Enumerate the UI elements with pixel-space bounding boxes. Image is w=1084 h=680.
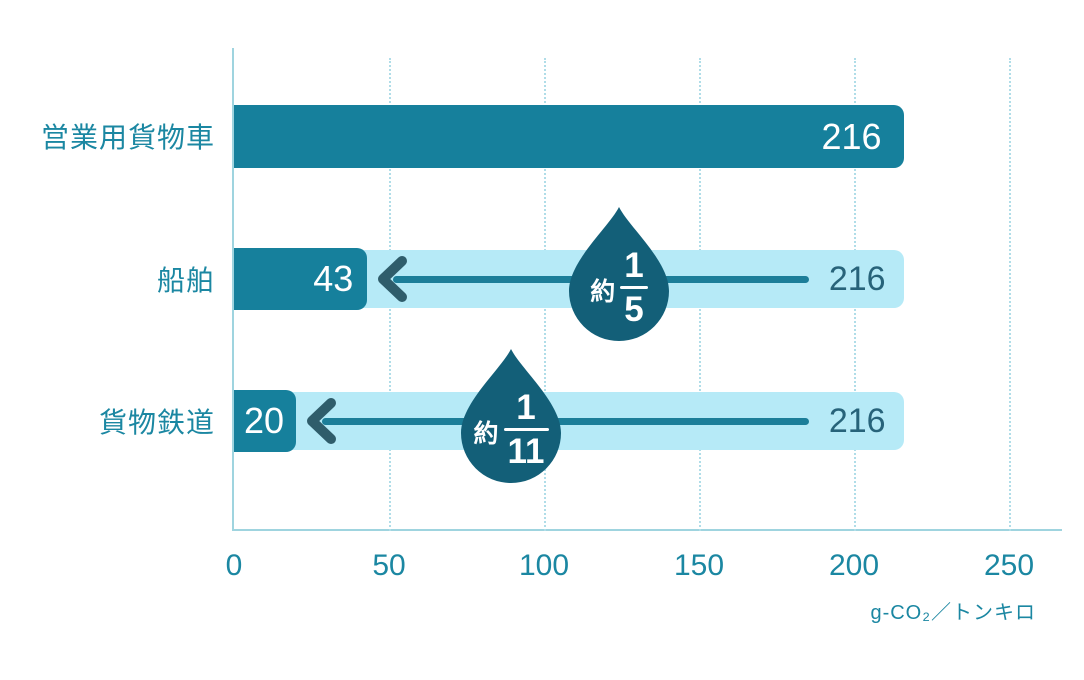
tick-label-100: 100 — [518, 549, 570, 582]
bar-value-commercial-truck: 216 — [821, 115, 882, 157]
fraction-bar — [620, 285, 648, 289]
y-axis-line — [232, 48, 234, 531]
ratio-fraction: 1 5 — [620, 245, 648, 329]
arrow-head-icon — [307, 398, 336, 444]
ratio-prefix: 約 — [473, 420, 499, 448]
fraction-denominator: 11 — [507, 431, 545, 471]
bar-commercial-truck: 216 — [234, 105, 904, 168]
ratio-badge-ship: 約 1 5 — [567, 205, 671, 342]
arrow-line — [322, 418, 809, 425]
category-label-commercial-truck: 営業用貨物車 — [40, 122, 215, 153]
bar-value-ship: 43 — [313, 258, 354, 299]
reference-value-freight-rail: 216 — [828, 401, 886, 440]
tick-label-50: 50 — [372, 549, 406, 582]
axis-unit-label: g-CO₂／トンキロ — [870, 602, 1036, 624]
ratio-fraction: 1 11 — [503, 387, 549, 471]
bar-freight-rail: 20 — [234, 390, 296, 452]
reduction-arrow-freight-rail — [307, 398, 809, 444]
ratio-badge-content: 約 1 11 — [459, 381, 563, 477]
plot-area: 216 216 43 約 1 5 — [234, 48, 1011, 531]
fraction-denominator: 5 — [624, 289, 644, 329]
category-label-ship: 船舶 — [156, 265, 215, 296]
gridline-250 — [1009, 58, 1011, 531]
ratio-badge-freight-rail: 約 1 11 — [459, 347, 563, 484]
ratio-prefix: 約 — [590, 278, 616, 306]
fraction-numerator: 1 — [624, 245, 644, 285]
x-axis-line — [232, 529, 1062, 531]
bar-ship: 43 — [234, 248, 368, 310]
category-label-freight-rail: 貨物鉄道 — [98, 407, 215, 438]
ratio-badge-content: 約 1 5 — [567, 239, 671, 335]
tick-label-0: 0 — [225, 549, 243, 582]
tick-label-150: 150 — [673, 549, 725, 582]
reference-value-ship: 216 — [828, 259, 886, 298]
x-axis-tick-labels: 0 50 100 150 200 250 — [226, 549, 1034, 585]
fraction-bar — [503, 427, 549, 431]
bar-value-freight-rail: 20 — [243, 400, 284, 441]
droplet-icon — [569, 207, 669, 341]
arrow-head-icon — [378, 256, 408, 302]
tick-label-250: 250 — [983, 549, 1035, 582]
droplet-icon — [461, 349, 561, 483]
tick-label-200: 200 — [828, 549, 880, 582]
fraction-numerator: 1 — [516, 387, 536, 427]
